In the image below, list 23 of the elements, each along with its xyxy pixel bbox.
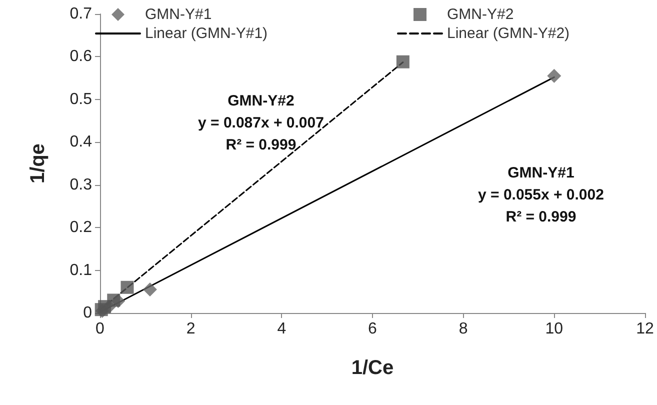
legend-label: GMN-Y#2 bbox=[447, 6, 514, 23]
y-axis-title: 1/qe bbox=[27, 143, 49, 184]
x-tick-label: 6 bbox=[368, 320, 378, 338]
x-tick-label: 4 bbox=[277, 320, 286, 338]
x-tick-label: 8 bbox=[458, 320, 468, 338]
legend-label: GMN-Y#1 bbox=[145, 6, 212, 23]
y-tick-label: 0.2 bbox=[70, 219, 92, 236]
y-tick-label: 0.3 bbox=[70, 176, 92, 194]
y-tick-label: 0.6 bbox=[70, 48, 92, 66]
x-tick-label: 0 bbox=[96, 320, 105, 338]
y-tick-label: 0.4 bbox=[70, 134, 92, 151]
legend-label: Linear (GMN-Y#2) bbox=[447, 25, 570, 42]
x-axis-title: 1/Ce bbox=[351, 357, 394, 379]
x-tick-label: 2 bbox=[186, 320, 196, 338]
x-tick-label: 10 bbox=[545, 320, 564, 338]
y-tick-label: 0.1 bbox=[70, 262, 92, 279]
y-tick-label: 0.5 bbox=[70, 90, 92, 108]
legend-label: Linear (GMN-Y#1) bbox=[145, 25, 268, 42]
y-tick-label: 0 bbox=[83, 304, 92, 322]
annotation: GMN-Y#2 y = 0.087x + 0.007 R² = 0.999 bbox=[198, 92, 324, 154]
annotation: GMN-Y#1 y = 0.055x + 0.002 R² = 0.999 bbox=[478, 164, 604, 226]
y-tick-label: 0.7 bbox=[70, 6, 92, 22]
x-tick-label: 12 bbox=[636, 320, 654, 338]
